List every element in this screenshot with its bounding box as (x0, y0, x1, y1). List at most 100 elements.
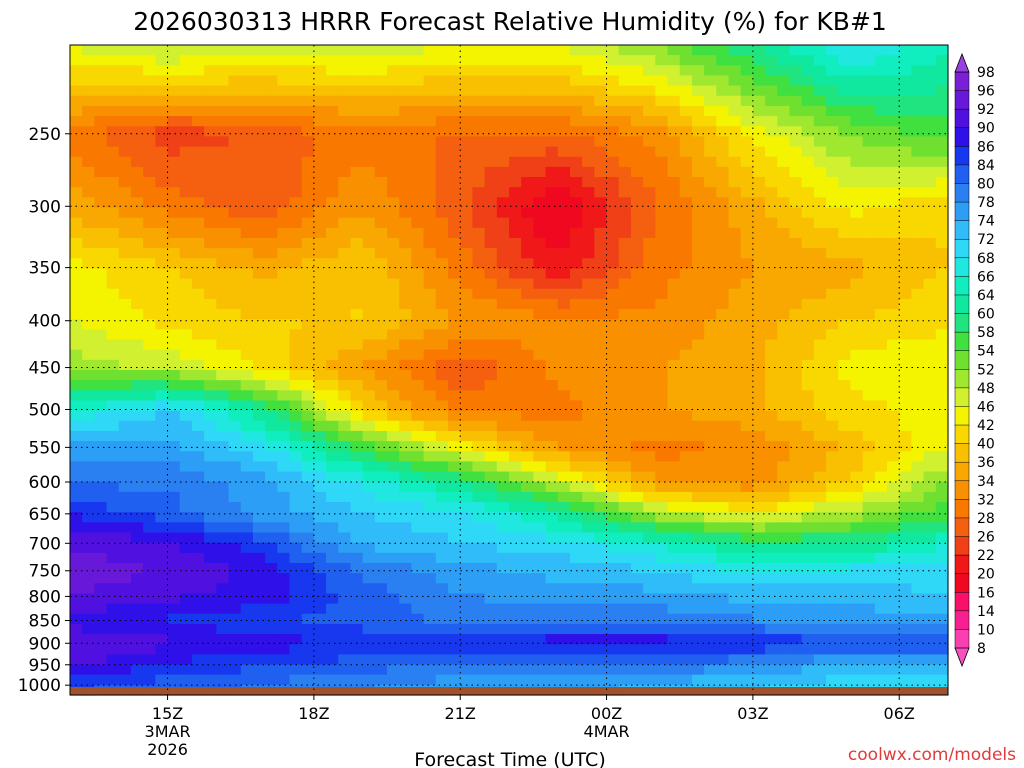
rh-cell (838, 481, 852, 493)
rh-cell (179, 502, 193, 513)
rh-cell (887, 542, 900, 554)
rh-cell (338, 380, 352, 391)
rh-cell (813, 380, 827, 391)
colorbar-label: 10 (977, 622, 995, 638)
rh-cell (167, 573, 181, 584)
rh-cell (679, 156, 693, 168)
rh-cell (423, 65, 437, 77)
rh-cell (106, 75, 120, 87)
rh-cell (826, 136, 839, 148)
rh-cell (216, 65, 230, 77)
rh-cell (813, 237, 827, 249)
rh-cell (94, 623, 108, 635)
rh-cell (350, 380, 364, 391)
rh-cell (545, 248, 559, 259)
rh-cell (216, 217, 230, 229)
rh-cell (313, 664, 327, 676)
rh-cell (630, 613, 644, 625)
rh-cell (777, 248, 791, 259)
rh-cell (374, 552, 388, 564)
colorbar-label: 80 (977, 176, 995, 192)
rh-cell (399, 268, 413, 280)
rh-cell (704, 430, 717, 442)
rh-cell (509, 248, 522, 259)
rh-cell (643, 370, 656, 381)
rh-cell (130, 583, 144, 595)
rh-cell (850, 552, 864, 564)
rh-cell (387, 644, 400, 655)
rh-cell (594, 298, 608, 310)
rh-cell (887, 674, 900, 686)
rh-cell (118, 116, 132, 127)
rh-cell (70, 410, 83, 422)
rh-cell (106, 105, 120, 117)
rh-cell (130, 75, 144, 87)
rh-cell (484, 532, 498, 544)
rh-cell (655, 349, 669, 361)
rh-cell (752, 298, 766, 310)
rh-cell (289, 410, 303, 422)
rh-cell (887, 400, 900, 412)
rh-cell (350, 430, 364, 442)
rh-cell (728, 512, 742, 523)
rh-cell (801, 339, 815, 351)
rh-cell (667, 512, 681, 523)
rh-cell (752, 370, 766, 381)
rh-cell (777, 502, 791, 513)
rh-cell (777, 227, 791, 239)
rh-cell (765, 461, 778, 473)
rh-cell (252, 502, 266, 513)
rh-cell (118, 634, 132, 645)
rh-cell (94, 278, 108, 290)
rh-cell (82, 309, 95, 320)
rh-cell (301, 156, 315, 168)
rh-cell (826, 197, 839, 209)
rh-cell (911, 380, 925, 391)
rh-cell (533, 197, 547, 209)
rh-cell (204, 288, 217, 300)
rh-cell (228, 298, 242, 310)
rh-cell (557, 45, 571, 56)
rh-cell (204, 562, 217, 574)
rh-cell (94, 593, 108, 605)
rh-cell (838, 512, 852, 523)
rh-cell (313, 207, 327, 219)
rh-cell (448, 309, 461, 320)
rh-cell (569, 105, 583, 117)
rh-cell (411, 441, 425, 452)
rh-cell (338, 126, 352, 138)
rh-cell (533, 105, 547, 117)
rh-cell (301, 217, 315, 229)
rh-cell (509, 502, 522, 513)
rh-cell (484, 491, 498, 503)
rh-cell (204, 471, 217, 483)
rh-cell (472, 217, 486, 229)
rh-cell (496, 166, 510, 178)
rh-cell (155, 451, 169, 463)
rh-cell (216, 583, 230, 595)
rh-cell (387, 654, 400, 666)
rh-cell (850, 288, 864, 300)
rh-cell (899, 288, 913, 300)
rh-cell (496, 207, 510, 219)
rh-cell (374, 664, 388, 676)
rh-cell (874, 380, 888, 391)
rh-cell (143, 45, 156, 56)
rh-cell (70, 207, 83, 219)
rh-cell (569, 197, 583, 209)
rh-cell (691, 298, 705, 310)
watermark-text: coolwx.com/models (848, 745, 1016, 765)
rh-cell (472, 380, 486, 391)
rh-cell (691, 491, 705, 503)
rh-cell (874, 522, 888, 534)
rh-cell (240, 613, 254, 625)
rh-cell (179, 390, 193, 402)
rh-cell (179, 85, 193, 97)
rh-cell (82, 573, 95, 584)
rh-cell (118, 674, 132, 686)
rh-cell (655, 55, 669, 66)
rh-cell (70, 623, 83, 635)
rh-cell (643, 654, 656, 666)
rh-cell (338, 502, 352, 513)
rh-cell (472, 227, 486, 239)
